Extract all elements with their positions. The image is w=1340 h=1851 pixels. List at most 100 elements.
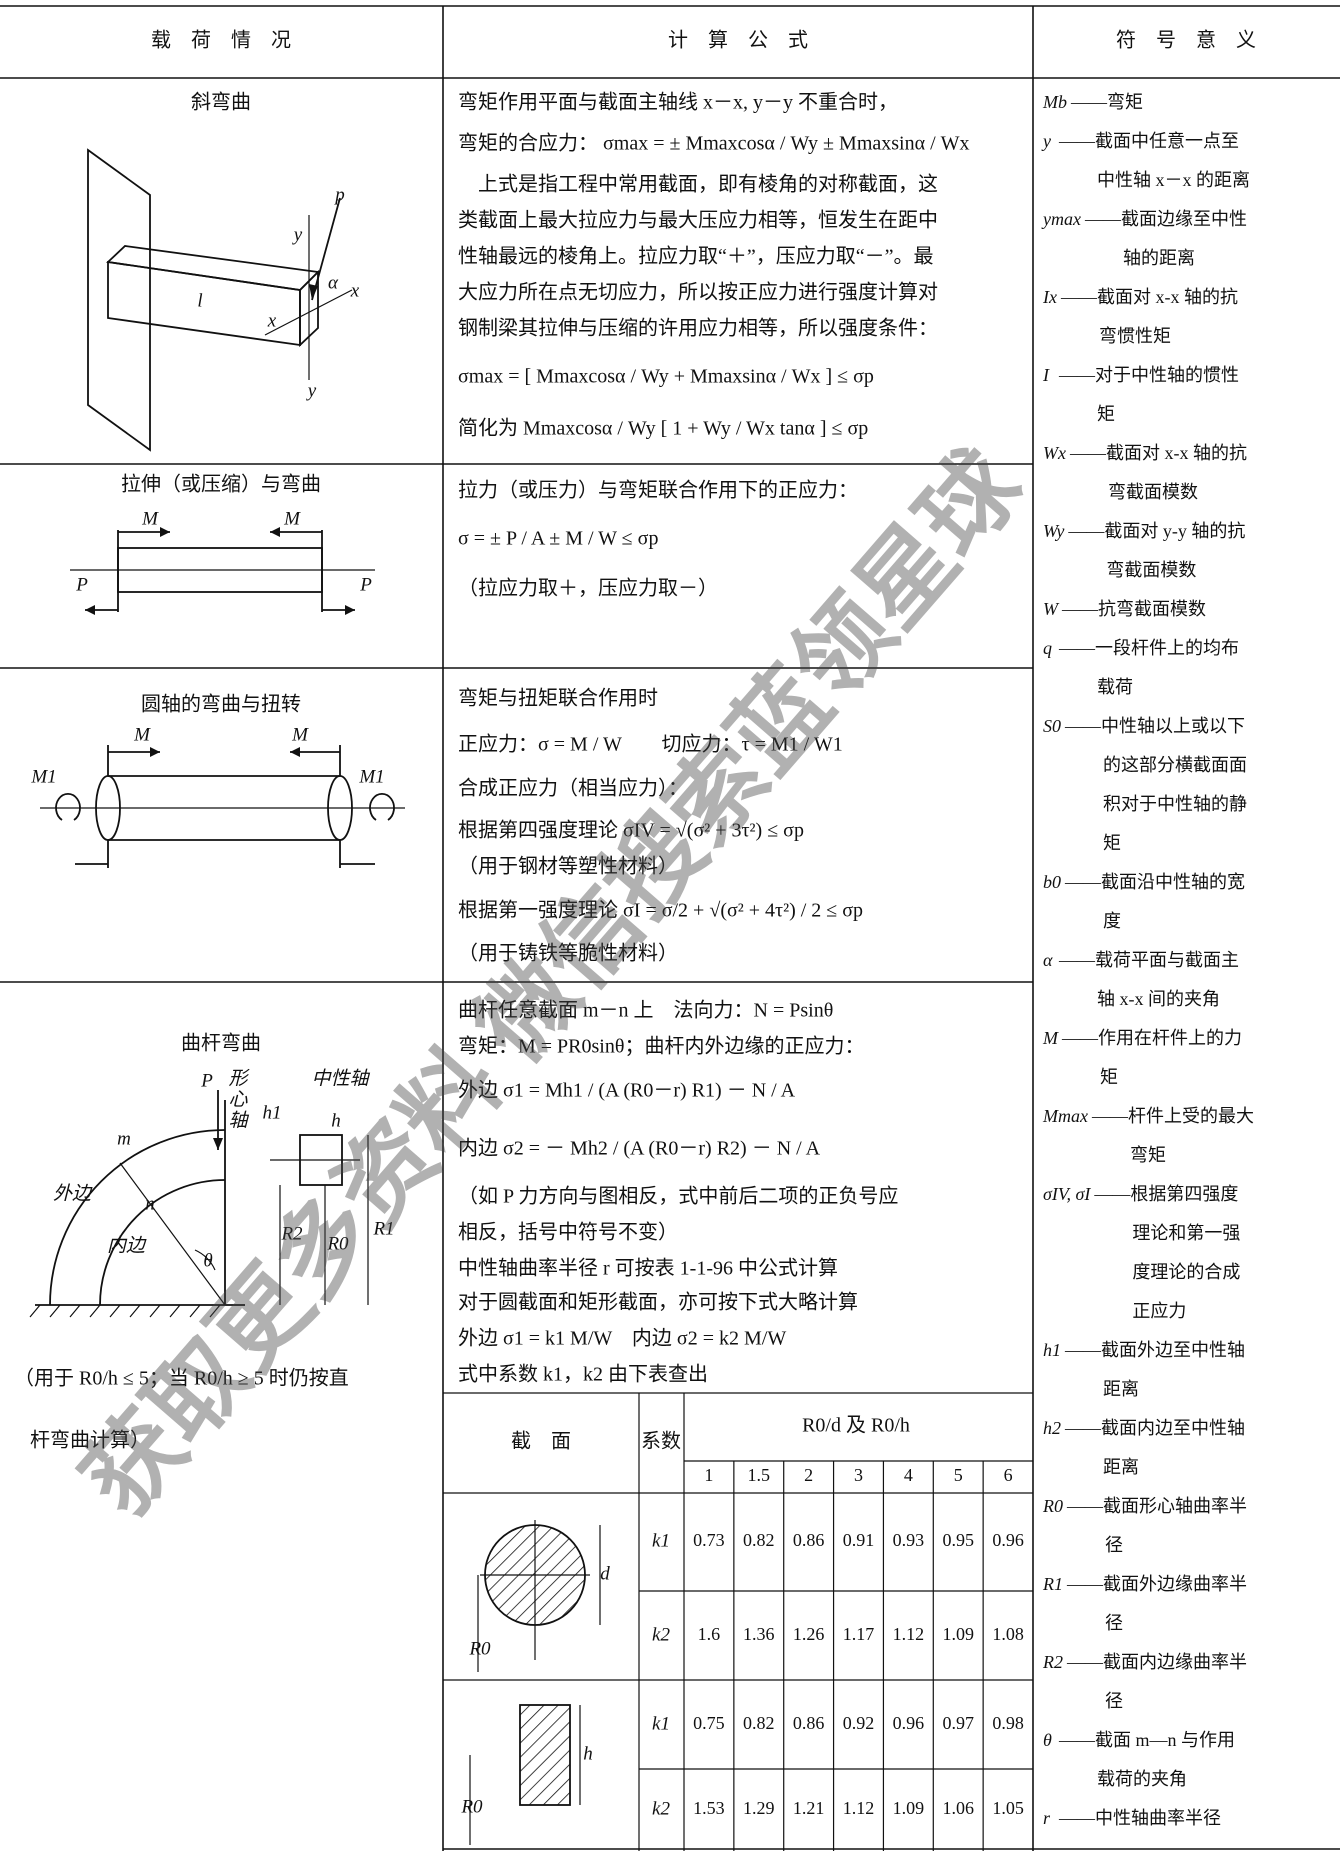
symbol: Mmax — [1042, 1106, 1088, 1126]
symbol: r — [1043, 1808, 1051, 1828]
coefficient-value: 1.08 — [992, 1624, 1024, 1644]
symbol: M — [1042, 1028, 1059, 1048]
coefficient-value: 0.95 — [942, 1530, 974, 1550]
figure-label: M1 — [30, 766, 56, 787]
formula-line: 弯矩作用平面与截面主轴线 x－x, y－y 不重合时， — [458, 91, 898, 114]
figure-label: m — [117, 1128, 131, 1149]
figure-label: 中性轴 — [311, 1068, 370, 1089]
symbol-description: ——截面沿中性轴的宽 — [1064, 872, 1245, 892]
figure-label: h — [583, 1743, 593, 1764]
coefficient-value: 0.91 — [843, 1530, 875, 1550]
figure-rectangular-section — [469, 1704, 581, 1845]
symbol: Mb — [1042, 92, 1067, 112]
coefficient-value: 0.96 — [992, 1530, 1024, 1550]
coefficient-name: k1 — [652, 1713, 670, 1734]
ratio-header: 5 — [954, 1465, 963, 1485]
formula-line: 正应力：σ = M / W 切应力：τ = M1 / W1 — [458, 733, 843, 756]
formula-line: 钢制梁其拉伸与压缩的许用应力相等，所以强度条件： — [458, 317, 938, 340]
formula-line: 式中系数 k1，k2 由下表查出 — [458, 1363, 708, 1386]
figure-label: 心 — [228, 1089, 248, 1110]
ratio-header: 3 — [854, 1465, 863, 1485]
symbol: σIV, σI — [1043, 1184, 1091, 1204]
symbol-description: 弯惯性矩 — [1099, 326, 1171, 346]
symbol-description: ——截面外边至中性轴 — [1064, 1340, 1245, 1360]
symbol-description: 弯矩 — [1130, 1145, 1166, 1165]
symbol-description: ——截面中任意一点至 — [1058, 131, 1239, 151]
formula-line: （用于铸铁等脆性材料） — [458, 942, 678, 965]
load-case-title: 斜弯曲 — [191, 91, 251, 114]
figure-label: 外边 — [53, 1183, 93, 1204]
formula-line: 拉力（或压力）与弯矩联合作用下的正应力： — [458, 479, 858, 502]
figure-label: M — [291, 724, 309, 745]
formula-line: 外边 σ1 = k1 M/W 内边 σ2 = k2 M/W — [458, 1327, 786, 1350]
ratio-header: 1.5 — [748, 1465, 771, 1485]
formula-line: 曲杆任意截面 m－n 上 法向力：N = Psinθ — [458, 999, 833, 1022]
formula-line: 大应力所在点无切应力，所以按正应力进行强度计算对 — [458, 281, 938, 304]
coefficient-value: 1.09 — [942, 1624, 974, 1644]
column-header: 符 号 意 义 — [1116, 29, 1256, 52]
figure-label: M — [133, 724, 151, 745]
symbol-description: 矩 — [1097, 404, 1115, 424]
symbol-description: 中性轴 x－x 的距离 — [1097, 170, 1250, 190]
symbol-description: ——截面对 x-x 轴的抗 — [1069, 443, 1247, 463]
symbol-description: ——截面边缘至中性 — [1084, 209, 1247, 229]
figure-label: y — [292, 224, 303, 245]
ratio-header: 4 — [904, 1465, 913, 1485]
symbol-description: ——杆件上受的最大 — [1091, 1106, 1254, 1126]
coefficient-name: k2 — [652, 1624, 670, 1645]
formula-line: 弯矩与扭矩联合作用时 — [458, 687, 658, 710]
figure-label: 轴 — [228, 1110, 249, 1131]
symbol-description: ——截面内边缘曲率半 — [1066, 1652, 1247, 1672]
symbol: I — [1042, 365, 1050, 385]
table-header: 系数 — [641, 1430, 681, 1453]
figure-label: R1 — [372, 1218, 394, 1239]
coefficient-value: 0.96 — [893, 1713, 925, 1733]
coefficient-value: 0.92 — [843, 1713, 875, 1733]
figure-circular-section — [477, 1520, 601, 1672]
coefficient-value: 1.21 — [793, 1798, 825, 1818]
formula-line: 对于圆截面和矩形截面，亦可按下式大略计算 — [458, 1291, 858, 1314]
figure-label: M — [283, 508, 301, 529]
coefficient-column-rules — [733, 1461, 984, 1851]
figure-label: P — [200, 1070, 213, 1091]
symbol: y — [1041, 131, 1051, 151]
formula-line: 弯矩：M = PR0sinθ；曲杆内外边缘的正应力： — [458, 1035, 864, 1058]
formula-line: 外边 σ1 = Mh1 / (A (R0－r) R1) － N / A — [458, 1079, 796, 1102]
formula-line: 简化为 Mmaxcosα / Wy [ 1 + Wy / Wx tanα ] ≤… — [458, 417, 868, 440]
symbol: ymax — [1041, 209, 1081, 229]
coefficient-value: 0.75 — [693, 1713, 725, 1733]
coefficient-value: 1.36 — [743, 1624, 775, 1644]
formula-line: （用于钢材等塑性材料） — [458, 855, 678, 878]
table-header: R0/d 及 R0/h — [802, 1415, 910, 1437]
figure-label: M — [141, 508, 159, 529]
symbol-description: ——对于中性轴的惯性 — [1058, 365, 1239, 385]
figure-label: R0 — [468, 1638, 491, 1659]
figure-label: P — [75, 574, 88, 595]
figure-label: x — [350, 280, 360, 301]
coefficient-value: 0.98 — [992, 1713, 1024, 1733]
figure-label: h1 — [263, 1102, 282, 1123]
coefficient-name: k2 — [652, 1798, 670, 1819]
figure-label: l — [197, 290, 202, 311]
symbol-description: ——截面对 y-y 轴的抗 — [1067, 521, 1245, 541]
symbol-description: 的这部分横截面面 — [1103, 755, 1247, 775]
symbol: h1 — [1043, 1340, 1061, 1360]
coefficient-value: 1.12 — [893, 1624, 925, 1644]
figure-curved-beam — [29, 1090, 369, 1318]
symbol: Wx — [1043, 443, 1066, 463]
formula-line: 中性轴曲率半径 r 可按表 1-1-96 中公式计算 — [458, 1257, 838, 1280]
symbol-description: ——截面内边至中性轴 — [1064, 1418, 1245, 1438]
figure-label: d — [600, 1563, 610, 1584]
figure-label: n — [145, 1193, 155, 1214]
ratio-header: 6 — [1004, 1465, 1013, 1485]
coefficient-value: 0.97 — [942, 1713, 974, 1733]
symbol: θ — [1043, 1730, 1052, 1750]
formula-line: 根据第一强度理论 σI = σ/2 + √(σ² + 4τ²) / 2 ≤ σp — [458, 899, 863, 922]
symbol: Wy — [1043, 521, 1064, 541]
symbol: S0 — [1043, 716, 1061, 736]
ratio-header: 2 — [804, 1465, 813, 1485]
symbol-description: 载荷 — [1097, 677, 1133, 697]
formula-line: 性轴最远的棱角上。拉应力取“＋”，压应力取“－”。最 — [458, 245, 934, 268]
symbol-description: ——中性轴以上或以下 — [1064, 716, 1245, 736]
